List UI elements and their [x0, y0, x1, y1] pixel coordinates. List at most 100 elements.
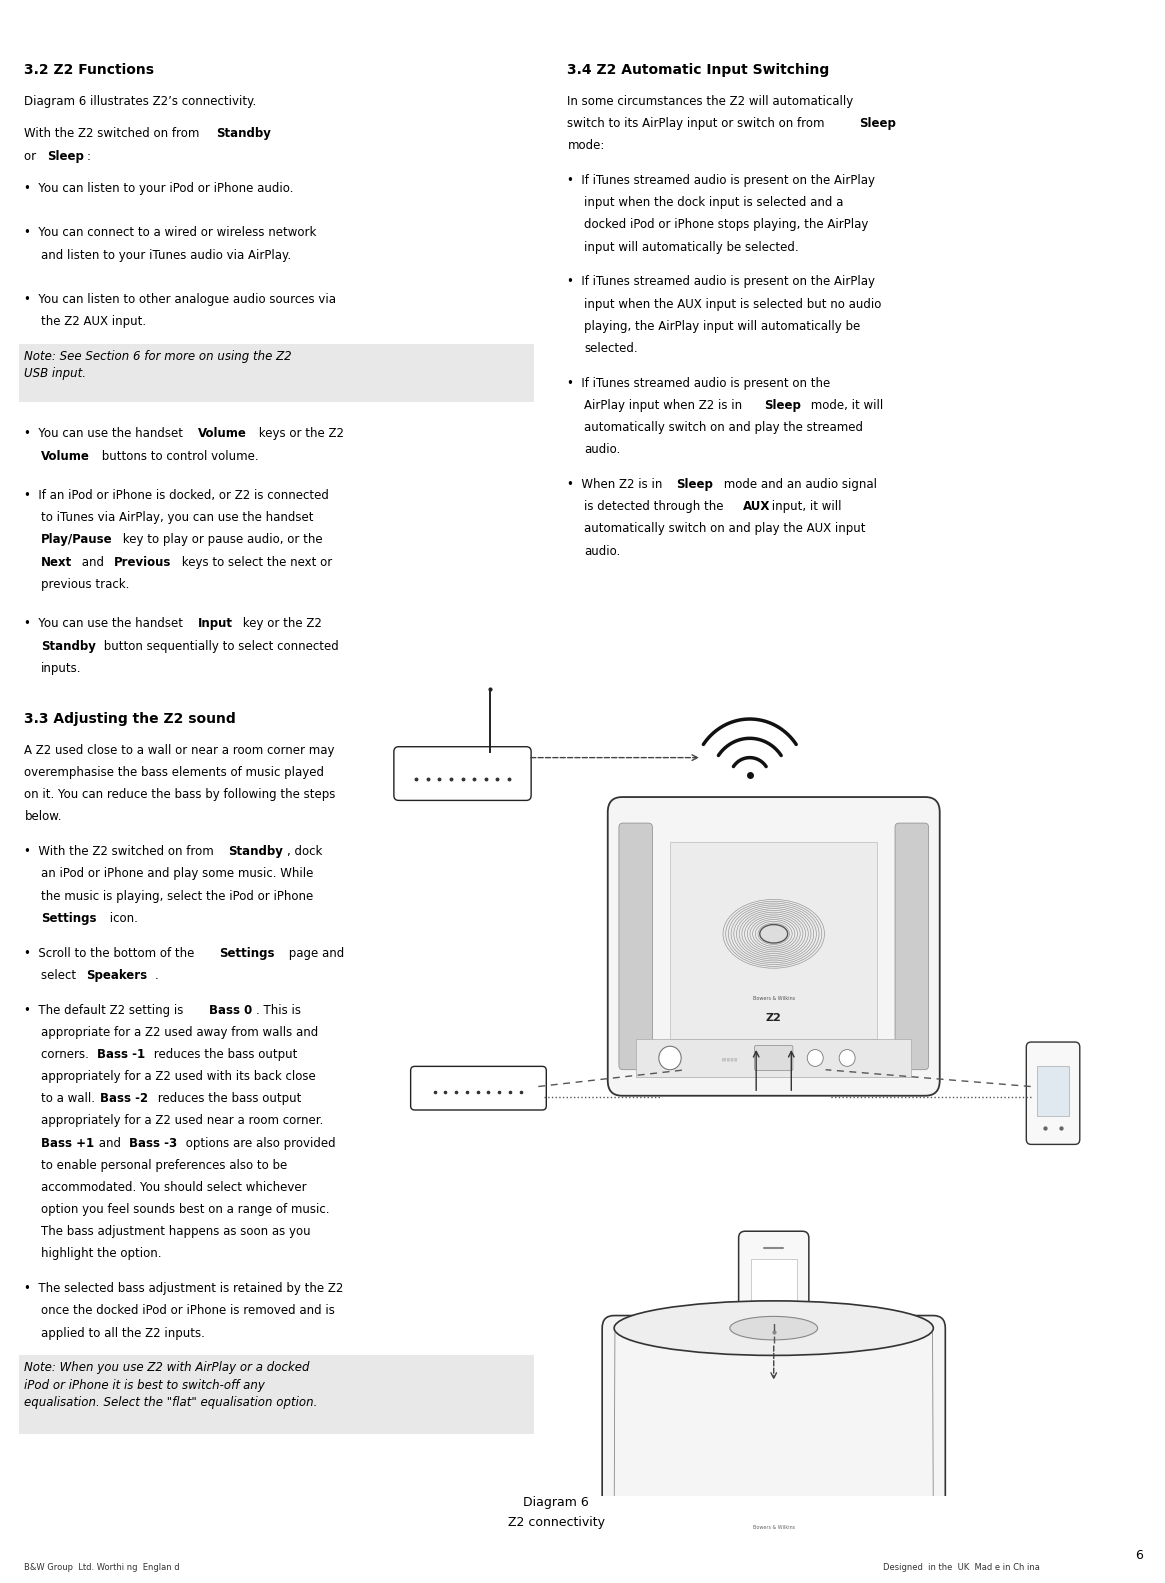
Ellipse shape: [760, 924, 788, 943]
Text: •  If iTunes streamed audio is present on the AirPlay: • If iTunes streamed audio is present on…: [567, 174, 875, 187]
Text: applied to all the Z2 inputs.: applied to all the Z2 inputs.: [41, 1327, 205, 1339]
Text: and: and: [78, 556, 107, 568]
Text: 3.4 Z2 Automatic Input Switching: 3.4 Z2 Automatic Input Switching: [567, 63, 829, 78]
Text: Settings: Settings: [41, 912, 97, 924]
Text: Bowers & Wilkins: Bowers & Wilkins: [753, 1526, 795, 1531]
Text: Z2 connectivity: Z2 connectivity: [508, 1517, 605, 1529]
Text: input will automatically be selected.: input will automatically be selected.: [584, 241, 799, 253]
Text: •  If an iPod or iPhone is docked, or Z2 is connected: • If an iPod or iPhone is docked, or Z2 …: [24, 489, 330, 502]
Text: overemphasise the bass elements of music played: overemphasise the bass elements of music…: [24, 766, 325, 779]
FancyBboxPatch shape: [608, 798, 940, 1095]
Text: •  When Z2 is in: • When Z2 is in: [567, 478, 666, 491]
Text: the Z2 AUX input.: the Z2 AUX input.: [41, 315, 147, 328]
Circle shape: [659, 1046, 682, 1070]
Text: docked iPod or iPhone stops playing, the AirPlay: docked iPod or iPhone stops playing, the…: [584, 218, 868, 231]
Text: Bowers & Wilkins: Bowers & Wilkins: [753, 996, 795, 1000]
Text: Bass -2: Bass -2: [100, 1092, 148, 1105]
Text: appropriately for a Z2 used near a room corner.: appropriately for a Z2 used near a room …: [41, 1114, 324, 1127]
FancyBboxPatch shape: [602, 1315, 945, 1550]
Text: and: and: [94, 1137, 125, 1149]
Bar: [19, 1355, 534, 1434]
Text: below.: below.: [24, 810, 62, 823]
Text: AirPlay input when Z2 is in: AirPlay input when Z2 is in: [584, 399, 746, 412]
Text: audio.: audio.: [584, 443, 620, 456]
Text: 6: 6: [1136, 1550, 1143, 1562]
Text: corners.: corners.: [41, 1048, 93, 1061]
Text: an iPod or iPhone and play some music. While: an iPod or iPhone and play some music. W…: [41, 867, 313, 880]
Text: automatically switch on and play the AUX input: automatically switch on and play the AUX…: [584, 522, 866, 535]
Text: on it. You can reduce the bass by following the steps: on it. You can reduce the bass by follow…: [24, 788, 336, 801]
Bar: [1037, 1065, 1069, 1116]
FancyBboxPatch shape: [739, 1232, 809, 1358]
Text: •  The selected bass adjustment is retained by the Z2: • The selected bass adjustment is retain…: [24, 1282, 344, 1295]
Text: buttons to control volume.: buttons to control volume.: [98, 450, 259, 462]
Text: Bass -1: Bass -1: [97, 1048, 144, 1061]
Text: Next: Next: [41, 556, 72, 568]
Text: keys or the Z2: keys or the Z2: [255, 427, 344, 440]
Text: the music is playing, select the iPod or iPhone: the music is playing, select the iPod or…: [41, 890, 313, 902]
Text: inputs.: inputs.: [41, 662, 82, 674]
Text: The bass adjustment happens as soon as you: The bass adjustment happens as soon as y…: [41, 1225, 311, 1238]
Circle shape: [768, 1336, 781, 1350]
Text: Bass +1: Bass +1: [41, 1137, 94, 1149]
Text: Sleep: Sleep: [47, 150, 84, 163]
Text: Diagram 6: Diagram 6: [523, 1496, 589, 1509]
Text: Standby: Standby: [41, 640, 96, 652]
Text: Standby: Standby: [216, 127, 270, 139]
Ellipse shape: [729, 1317, 818, 1339]
Text: input, it will: input, it will: [768, 500, 841, 513]
Text: •  Scroll to the bottom of the: • Scroll to the bottom of the: [24, 947, 198, 959]
Text: accommodated. You should select whichever: accommodated. You should select whicheve…: [41, 1181, 306, 1194]
Text: and listen to your iTunes audio via AirPlay.: and listen to your iTunes audio via AirP…: [41, 249, 291, 261]
Text: automatically switch on and play the streamed: automatically switch on and play the str…: [584, 421, 863, 434]
Text: page and: page and: [284, 947, 344, 959]
Text: AUX: AUX: [743, 500, 770, 513]
Text: •  If iTunes streamed audio is present on the: • If iTunes streamed audio is present on…: [567, 377, 831, 389]
Text: selected.: selected.: [584, 342, 637, 355]
Text: option you feel sounds best on a range of music.: option you feel sounds best on a range o…: [41, 1203, 330, 1216]
Text: Sleep: Sleep: [859, 117, 896, 130]
Text: playing, the AirPlay input will automatically be: playing, the AirPlay input will automati…: [584, 320, 860, 332]
Text: , dock: , dock: [287, 845, 323, 858]
Text: Note: When you use Z2 with AirPlay or a docked
iPod or iPhone it is best to swit: Note: When you use Z2 with AirPlay or a …: [24, 1361, 318, 1409]
Text: Diagram 6 illustrates Z2’s connectivity.: Diagram 6 illustrates Z2’s connectivity.: [24, 95, 256, 108]
Text: mode, it will: mode, it will: [806, 399, 883, 412]
Text: Speakers: Speakers: [86, 969, 147, 981]
Text: appropriate for a Z2 used away from walls and: appropriate for a Z2 used away from wall…: [41, 1026, 318, 1038]
Text: ENGLISH: ENGLISH: [1134, 100, 1144, 154]
Text: once the docked iPod or iPhone is removed and is: once the docked iPod or iPhone is remove…: [41, 1304, 336, 1317]
Text: key to play or pause audio, or the: key to play or pause audio, or the: [119, 533, 323, 546]
Text: appropriately for a Z2 used with its back close: appropriately for a Z2 used with its bac…: [41, 1070, 316, 1083]
Text: .: .: [155, 969, 158, 981]
Text: highlight the option.: highlight the option.: [41, 1247, 162, 1260]
Bar: [19, 344, 534, 402]
Text: to enable personal preferences also to be: to enable personal preferences also to b…: [41, 1159, 288, 1171]
Text: ||||||||||||: ||||||||||||: [721, 1057, 739, 1062]
Circle shape: [839, 1050, 855, 1067]
Text: 3.2 Z2 Functions: 3.2 Z2 Functions: [24, 63, 155, 78]
Text: Settings: Settings: [219, 947, 275, 959]
Text: Volume: Volume: [198, 427, 247, 440]
Text: •  If iTunes streamed audio is present on the AirPlay: • If iTunes streamed audio is present on…: [567, 275, 875, 288]
Text: input when the dock input is selected and a: input when the dock input is selected an…: [584, 196, 843, 209]
Text: switch to its AirPlay input or switch on from: switch to its AirPlay input or switch on…: [567, 117, 828, 130]
FancyBboxPatch shape: [394, 747, 531, 801]
Text: :: :: [86, 150, 91, 163]
FancyBboxPatch shape: [619, 823, 652, 1070]
Text: input when the AUX input is selected but no audio: input when the AUX input is selected but…: [584, 298, 882, 310]
Text: 3.3 Adjusting the Z2 sound: 3.3 Adjusting the Z2 sound: [24, 712, 236, 727]
Text: previous track.: previous track.: [41, 578, 129, 590]
Text: or: or: [24, 150, 41, 163]
Bar: [670, 842, 877, 1038]
Text: •  You can listen to other analogue audio sources via: • You can listen to other analogue audio…: [24, 293, 337, 306]
Text: select: select: [41, 969, 80, 981]
Text: Designed  in the  UK  Mad e in Ch ina: Designed in the UK Mad e in Ch ina: [883, 1562, 1040, 1572]
Text: Input: Input: [198, 617, 233, 630]
Text: to iTunes via AirPlay, you can use the handset: to iTunes via AirPlay, you can use the h…: [41, 511, 313, 524]
Text: •  You can connect to a wired or wireless network: • You can connect to a wired or wireless…: [24, 226, 317, 239]
Text: Volume: Volume: [41, 450, 90, 462]
Text: •  With the Z2 switched on from: • With the Z2 switched on from: [24, 845, 218, 858]
FancyBboxPatch shape: [1026, 1042, 1080, 1145]
Text: B&W Group  Ltd. Worthi ng  Englan d: B&W Group Ltd. Worthi ng Englan d: [24, 1562, 181, 1572]
Text: audio.: audio.: [584, 545, 620, 557]
